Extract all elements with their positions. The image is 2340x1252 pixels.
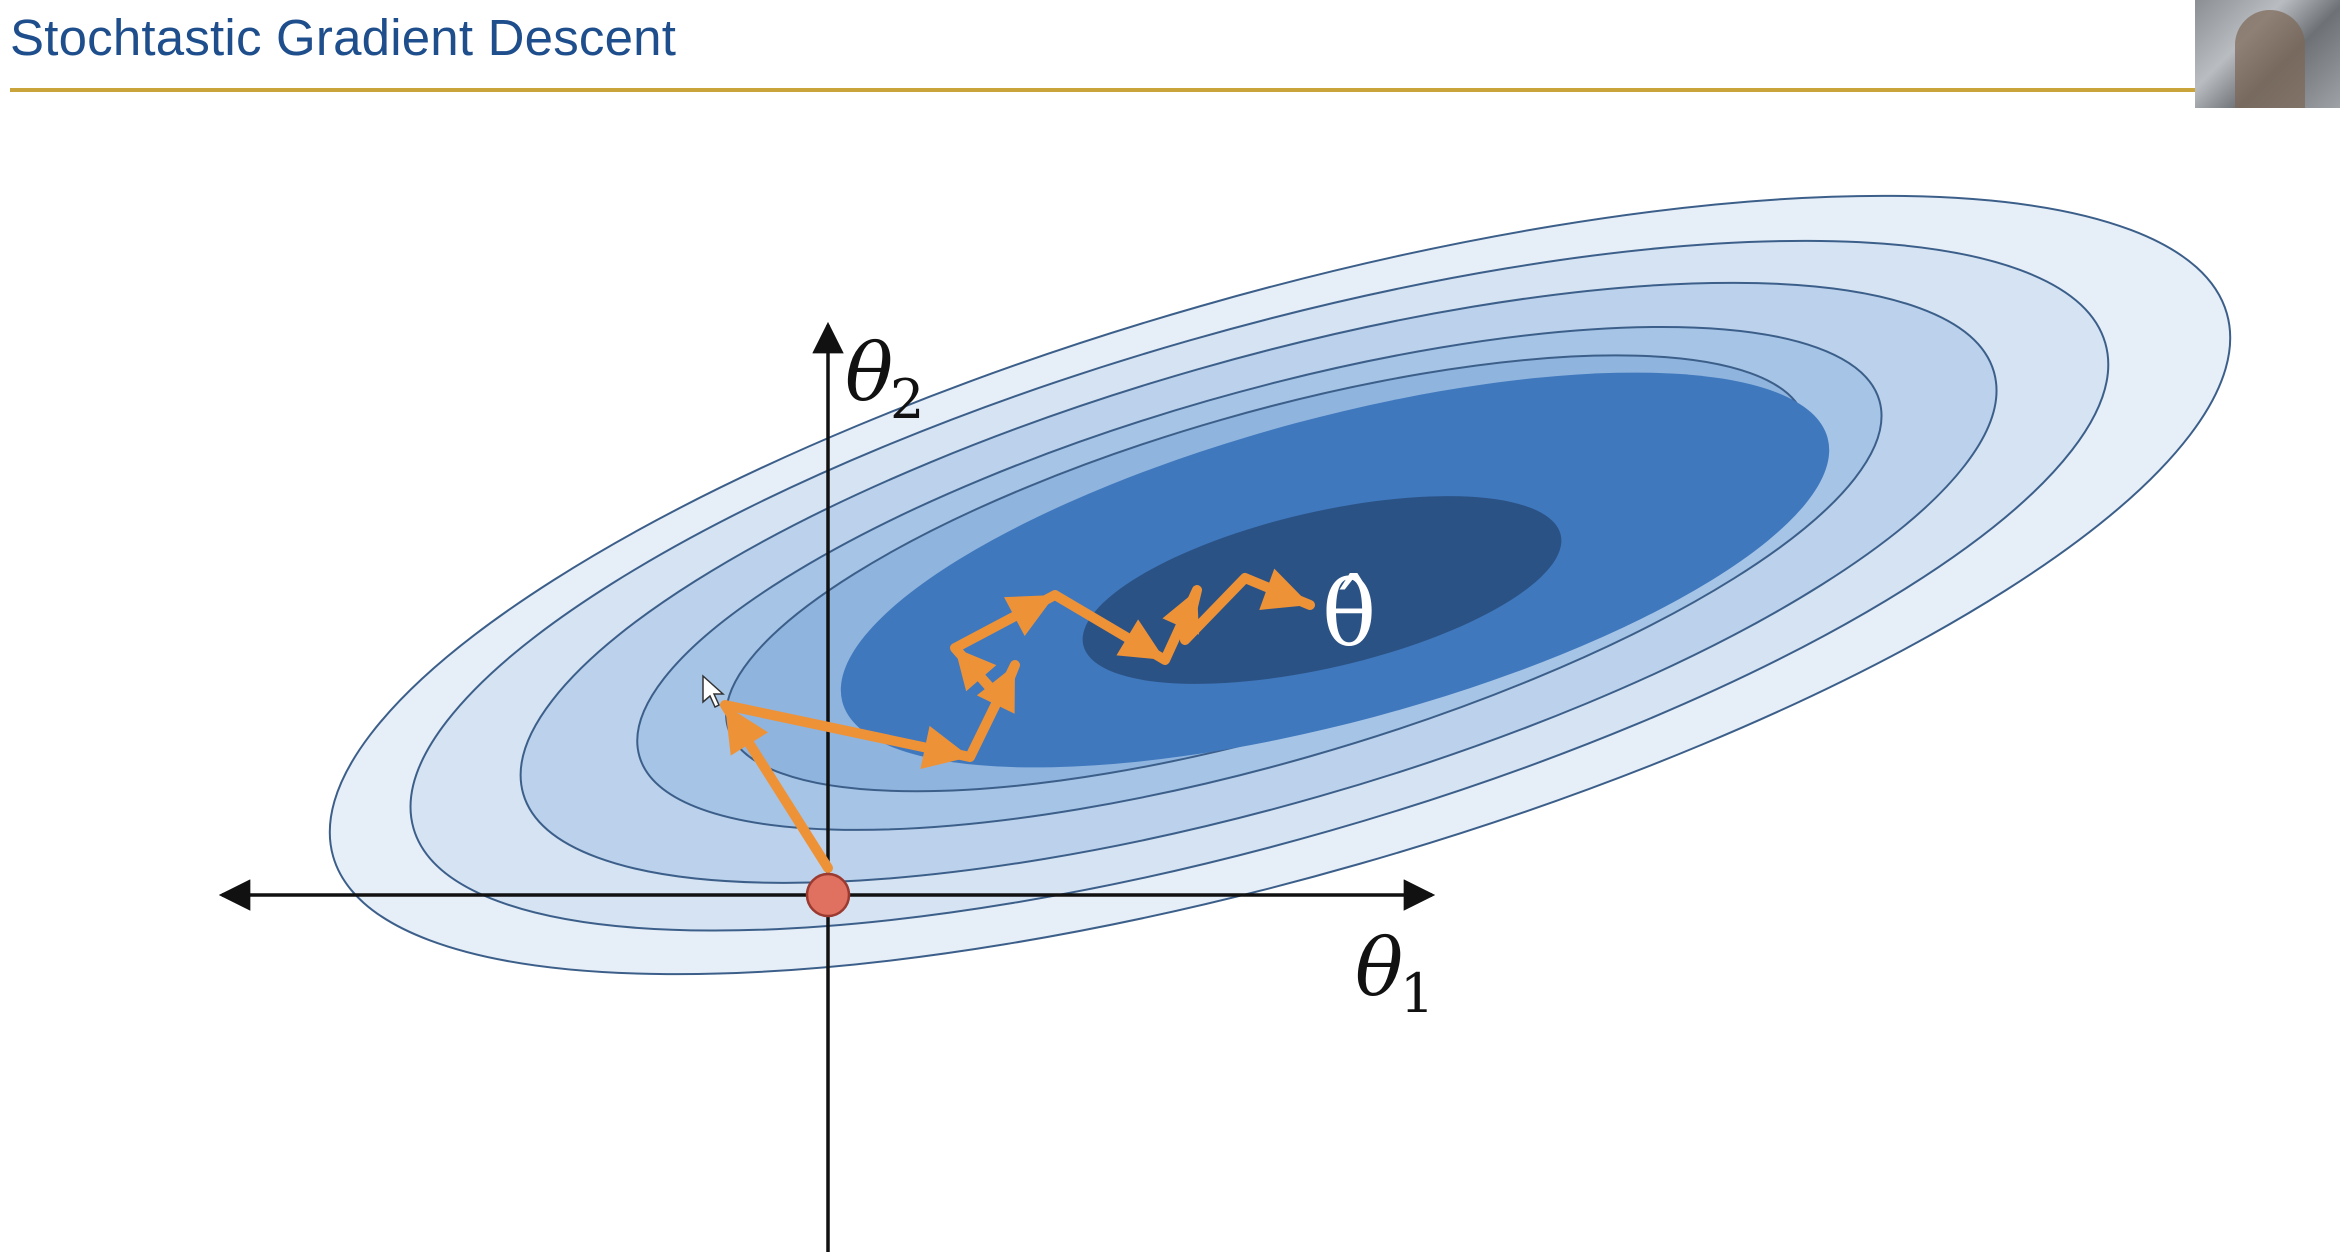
arrowhead xyxy=(1116,619,1165,660)
mouse-cursor-icon xyxy=(702,674,725,709)
arrowhead xyxy=(1162,590,1200,635)
arrowhead xyxy=(920,725,970,769)
slide-title: Stochtastic Gradient Descent xyxy=(10,9,677,66)
arrowhead xyxy=(976,665,1015,714)
theta2-subscript: 2 xyxy=(890,368,924,431)
arrowhead xyxy=(1004,595,1055,637)
arrowhead xyxy=(955,648,997,692)
arrowhead xyxy=(725,705,769,756)
theta2-label: θ 2 xyxy=(845,326,924,431)
theta1-symbol: θ xyxy=(1355,921,1403,1014)
presenter-silhouette xyxy=(2235,10,2305,108)
theta1-label: θ 1 xyxy=(1355,921,1434,1025)
optimum-theta-hat-label: θ̂ xyxy=(1322,562,1376,667)
arrowhead xyxy=(1259,568,1310,610)
start-point xyxy=(805,872,851,918)
contour-level-7 xyxy=(1082,496,1562,684)
presenter-webcam-thumbnail xyxy=(2195,0,2340,108)
theta2-symbol: θ xyxy=(845,326,893,419)
sgd-arrowheads xyxy=(725,568,1310,769)
theta1-subscript: 1 xyxy=(1400,962,1434,1025)
slide-header: Stochtastic Gradient Descent xyxy=(0,0,2200,92)
title-rule xyxy=(10,88,2195,92)
